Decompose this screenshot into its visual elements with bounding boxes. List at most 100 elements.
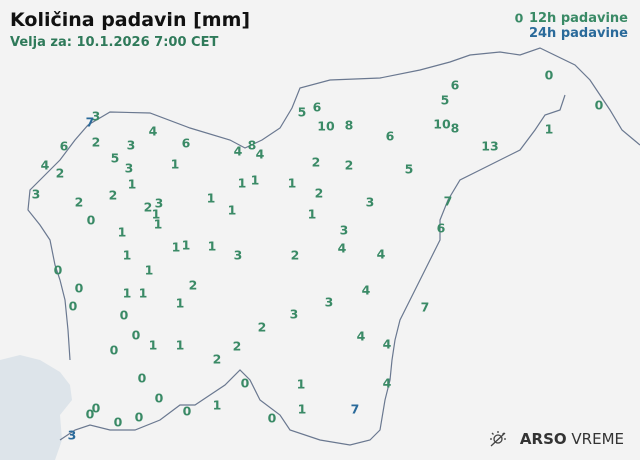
- station-value-12h[interactable]: 0: [120, 308, 129, 323]
- station-value-12h[interactable]: 0: [132, 328, 141, 343]
- station-value-12h[interactable]: 2: [312, 155, 321, 170]
- station-value-12h[interactable]: 1: [152, 207, 161, 222]
- station-value-12h[interactable]: 8: [451, 121, 460, 136]
- station-value-12h[interactable]: 2: [291, 248, 300, 263]
- station-value-12h[interactable]: 1: [139, 286, 148, 301]
- station-value-24h[interactable]: 3: [68, 428, 77, 443]
- station-value-12h[interactable]: 1: [154, 217, 163, 232]
- station-value-12h[interactable]: 1: [228, 203, 237, 218]
- station-value-12h[interactable]: 8: [345, 118, 354, 133]
- station-value-12h[interactable]: 5: [405, 162, 414, 177]
- station-value-12h[interactable]: 4: [377, 247, 386, 262]
- station-value-12h[interactable]: 0: [135, 410, 144, 425]
- station-value-12h[interactable]: 3: [325, 295, 334, 310]
- station-value-12h[interactable]: 3: [125, 161, 134, 176]
- station-value-12h[interactable]: 2: [213, 352, 222, 367]
- station-value-12h[interactable]: 1: [171, 157, 180, 172]
- station-value-12h[interactable]: 7: [421, 300, 430, 315]
- station-value-12h[interactable]: 2: [189, 278, 198, 293]
- station-value-12h[interactable]: 1: [251, 173, 260, 188]
- station-value-12h[interactable]: 2: [56, 166, 65, 181]
- station-value-12h[interactable]: 4: [149, 124, 158, 139]
- station-value-12h[interactable]: 4: [357, 329, 366, 344]
- station-value-12h[interactable]: 1: [182, 238, 191, 253]
- station-value-12h[interactable]: 3: [234, 248, 243, 263]
- station-value-12h[interactable]: 4: [256, 147, 265, 162]
- station-value-12h[interactable]: 5: [111, 151, 120, 166]
- station-value-24h[interactable]: 7: [351, 402, 360, 417]
- station-value-12h[interactable]: 1: [176, 296, 185, 311]
- station-value-12h[interactable]: 10: [433, 117, 451, 132]
- station-value-12h[interactable]: 3: [127, 138, 136, 153]
- station-value-12h[interactable]: 4: [338, 241, 347, 256]
- station-value-12h[interactable]: 0: [138, 371, 147, 386]
- station-value-12h[interactable]: 0: [110, 343, 119, 358]
- station-value-24h[interactable]: 7: [86, 115, 95, 130]
- station-value-12h[interactable]: 1: [297, 377, 306, 392]
- station-value-12h[interactable]: 0: [54, 263, 63, 278]
- station-value-12h[interactable]: 0: [595, 98, 604, 113]
- station-value-12h[interactable]: 0: [241, 376, 250, 391]
- station-value-12h[interactable]: 1: [207, 191, 216, 206]
- station-value-12h[interactable]: 0: [86, 407, 95, 422]
- station-value-12h[interactable]: 1: [118, 225, 127, 240]
- station-value-12h[interactable]: 2: [233, 339, 242, 354]
- station-value-12h[interactable]: 0: [92, 401, 101, 416]
- station-value-12h[interactable]: 4: [383, 376, 392, 391]
- station-value-12h[interactable]: 13: [481, 139, 498, 154]
- station-value-12h[interactable]: 0: [114, 415, 123, 430]
- station-value-12h[interactable]: 1: [128, 177, 137, 192]
- station-value-12h[interactable]: 0: [515, 11, 524, 26]
- station-value-12h[interactable]: 0: [69, 299, 78, 314]
- station-value-12h[interactable]: 1: [123, 248, 132, 263]
- station-value-12h[interactable]: 7: [444, 194, 453, 209]
- station-value-12h[interactable]: 6: [437, 221, 446, 236]
- station-value-12h[interactable]: 4: [41, 158, 50, 173]
- station-value-12h[interactable]: 6: [386, 129, 395, 144]
- station-value-12h[interactable]: 8: [248, 138, 257, 153]
- station-value-12h[interactable]: 1: [238, 176, 247, 191]
- station-value-12h[interactable]: 4: [362, 283, 371, 298]
- station-value-12h[interactable]: 6: [451, 78, 460, 93]
- station-value-12h[interactable]: 3: [92, 109, 101, 124]
- station-value-12h[interactable]: 0: [545, 68, 554, 83]
- station-value-12h[interactable]: 6: [60, 139, 69, 154]
- station-value-12h[interactable]: 4: [383, 337, 392, 352]
- station-value-12h[interactable]: 5: [298, 105, 307, 120]
- station-value-12h[interactable]: 2: [109, 188, 118, 203]
- station-value-12h[interactable]: 1: [213, 398, 222, 413]
- station-value-12h[interactable]: 3: [340, 223, 349, 238]
- station-value-12h[interactable]: 1: [545, 122, 554, 137]
- station-value-12h[interactable]: 0: [183, 404, 192, 419]
- station-value-12h[interactable]: 1: [298, 402, 307, 417]
- station-value-12h[interactable]: 1: [176, 338, 185, 353]
- station-value-12h[interactable]: 1: [288, 176, 297, 191]
- station-value-12h[interactable]: 4: [234, 144, 243, 159]
- arso-logo[interactable]: ARSO VREME: [488, 430, 624, 448]
- station-value-12h[interactable]: 0: [87, 213, 96, 228]
- station-value-12h[interactable]: 3: [366, 195, 375, 210]
- station-value-12h[interactable]: 1: [145, 263, 154, 278]
- station-value-12h[interactable]: 1: [172, 240, 181, 255]
- station-value-12h[interactable]: 2: [75, 195, 84, 210]
- station-value-12h[interactable]: 1: [308, 207, 317, 222]
- station-value-12h[interactable]: 2: [315, 186, 324, 201]
- station-value-12h[interactable]: 2: [144, 200, 153, 215]
- station-value-12h[interactable]: 3: [32, 187, 41, 202]
- station-value-12h[interactable]: 1: [208, 239, 217, 254]
- station-value-12h[interactable]: 2: [92, 135, 101, 150]
- station-value-12h[interactable]: 6: [182, 136, 191, 151]
- station-value-12h[interactable]: 0: [75, 281, 84, 296]
- station-value-12h[interactable]: 3: [290, 307, 299, 322]
- station-value-12h[interactable]: 5: [441, 93, 450, 108]
- station-value-12h[interactable]: 3: [155, 196, 164, 211]
- station-value-12h[interactable]: 2: [345, 158, 354, 173]
- station-value-12h[interactable]: 0: [155, 391, 164, 406]
- station-value-12h[interactable]: 1: [149, 338, 158, 353]
- station-value-12h[interactable]: 0: [268, 411, 277, 426]
- station-value-12h[interactable]: 10: [317, 119, 335, 134]
- station-value-12h[interactable]: 2: [258, 320, 267, 335]
- station-value-12h[interactable]: 1: [123, 286, 132, 301]
- station-value-12h[interactable]: 6: [313, 100, 322, 115]
